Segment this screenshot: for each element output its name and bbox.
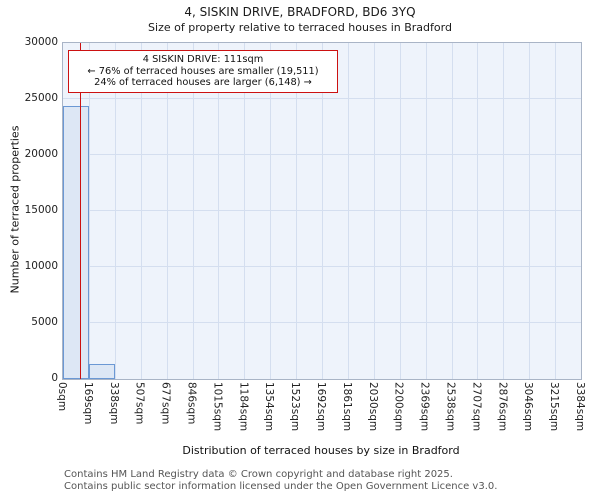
- gridline-vertical: [270, 43, 272, 379]
- gridline-vertical: [373, 43, 375, 379]
- gridline-horizontal: [63, 98, 581, 99]
- y-tick-label: 15000: [24, 204, 58, 216]
- y-tick-label: 5000: [31, 316, 58, 328]
- gridline-vertical: [296, 43, 298, 379]
- plot-area: [62, 42, 582, 380]
- x-tick-label: 1184sqm: [237, 382, 250, 432]
- x-tick-label: 3384sqm: [574, 382, 586, 432]
- x-tick-label: 2369sqm: [418, 382, 431, 432]
- gridline-vertical: [140, 43, 142, 379]
- gridline-vertical: [347, 43, 349, 379]
- x-tick-label: 169sqm: [81, 382, 94, 425]
- x-tick-label: 1015sqm: [211, 382, 224, 432]
- annotation-box: 4 SISKIN DRIVE: 111sqm ← 76% of terraced…: [68, 50, 338, 93]
- annotation-line-1: 4 SISKIN DRIVE: 111sqm: [142, 54, 264, 65]
- footer: Contains HM Land Registry data © Crown c…: [64, 469, 497, 492]
- x-tick-label: 677sqm: [159, 382, 172, 425]
- gridline-vertical: [425, 43, 427, 379]
- gridline-vertical: [477, 43, 479, 379]
- gridline-vertical: [451, 43, 453, 379]
- x-tick-label: 1861sqm: [340, 382, 353, 432]
- x-tick-label: 2876sqm: [496, 382, 509, 432]
- x-tick-label: 338sqm: [107, 382, 120, 425]
- footer-line-1: Contains HM Land Registry data © Crown c…: [64, 469, 453, 480]
- gridline-vertical: [503, 43, 505, 379]
- gridline-horizontal: [63, 266, 581, 267]
- gridline-vertical: [244, 43, 246, 379]
- bar: [88, 364, 115, 379]
- y-tick-label: 20000: [24, 148, 58, 160]
- x-tick-label: 2030sqm: [366, 382, 379, 432]
- x-tick-label: 3215sqm: [548, 382, 561, 432]
- gridline-vertical: [555, 43, 557, 379]
- gridline-horizontal: [63, 154, 581, 155]
- x-tick-label: 846sqm: [185, 382, 198, 425]
- chart-subtitle: Size of property relative to terraced ho…: [148, 21, 452, 34]
- gridline-vertical: [166, 43, 168, 379]
- annotation-line-2: ← 76% of terraced houses are smaller (19…: [87, 65, 319, 77]
- gridline-vertical: [322, 43, 323, 379]
- y-tick-label: 25000: [24, 92, 58, 104]
- y-tick-label: 30000: [24, 36, 58, 48]
- x-tick-label: 1354sqm: [263, 382, 276, 432]
- gridline-vertical: [529, 43, 531, 379]
- gridline-vertical: [218, 43, 220, 379]
- x-tick-label: 507sqm: [133, 382, 146, 425]
- bar: [63, 105, 89, 379]
- gridline-vertical: [114, 43, 116, 379]
- x-tick-label: 1523sqm: [289, 382, 302, 432]
- gridline-vertical: [192, 43, 194, 379]
- gridline-vertical: [88, 43, 90, 379]
- y-tick-label: 0: [51, 372, 58, 384]
- gridline-horizontal: [63, 210, 581, 211]
- x-tick-label: 1692sqm: [315, 382, 327, 432]
- y-tick-label: 10000: [24, 260, 58, 272]
- x-tick-label: 2707sqm: [470, 382, 483, 432]
- chart-title: 4, SISKIN DRIVE, BRADFORD, BD6 3YQ: [184, 5, 416, 19]
- x-tick-label: 2200sqm: [392, 382, 405, 432]
- gridline-vertical: [399, 43, 401, 379]
- x-tick-label: 3046sqm: [522, 382, 535, 432]
- footer-line-2: Contains public sector information licen…: [64, 480, 498, 492]
- marker-line: [79, 43, 82, 379]
- x-tick-label: 0sqm: [56, 382, 68, 412]
- gridline-horizontal: [63, 322, 581, 323]
- x-axis-label: Distribution of terraced houses by size …: [182, 444, 460, 457]
- annotation-line-3: 24% of terraced houses are larger (6,148…: [94, 77, 312, 88]
- x-tick-label: 2538sqm: [444, 382, 457, 432]
